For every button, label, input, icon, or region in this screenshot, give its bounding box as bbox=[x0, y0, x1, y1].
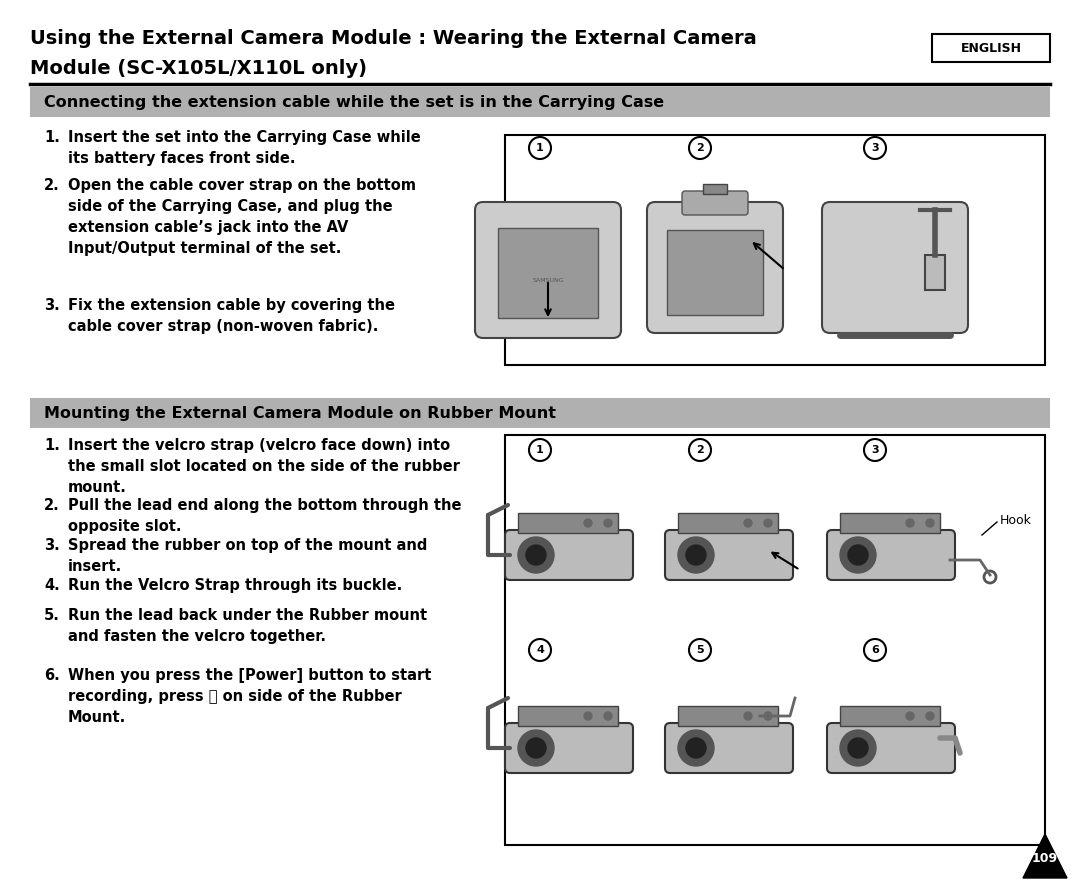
FancyBboxPatch shape bbox=[681, 191, 748, 215]
Text: Spread the rubber on top of the mount and
insert.: Spread the rubber on top of the mount an… bbox=[68, 538, 428, 574]
Text: 1.: 1. bbox=[44, 438, 59, 453]
Bar bbox=[30, 87, 1050, 117]
Bar bbox=[678, 706, 778, 726]
Text: ENGLISH: ENGLISH bbox=[960, 41, 1022, 55]
Text: 1: 1 bbox=[536, 143, 544, 153]
Text: Open the cable cover strap on the bottom
side of the Carrying Case, and plug the: Open the cable cover strap on the bottom… bbox=[68, 178, 416, 256]
Text: Mounting the External Camera Module on Rubber Mount: Mounting the External Camera Module on R… bbox=[44, 406, 556, 421]
Bar bbox=[518, 513, 618, 533]
Bar bbox=[30, 398, 1050, 428]
Text: SAMSUNG: SAMSUNG bbox=[532, 277, 564, 282]
Circle shape bbox=[764, 712, 772, 720]
Bar bbox=[505, 135, 1045, 365]
Circle shape bbox=[584, 712, 592, 720]
Circle shape bbox=[604, 519, 612, 527]
Text: 109: 109 bbox=[1031, 852, 1058, 864]
Circle shape bbox=[906, 519, 914, 527]
Circle shape bbox=[840, 730, 876, 766]
Polygon shape bbox=[1023, 834, 1067, 878]
Text: When you press the [Power] button to start
recording, press ⓒ on side of the Rub: When you press the [Power] button to sta… bbox=[68, 668, 431, 725]
Circle shape bbox=[906, 712, 914, 720]
Text: Fix the extension cable by covering the
cable cover strap (non-woven fabric).: Fix the extension cable by covering the … bbox=[68, 298, 395, 334]
FancyBboxPatch shape bbox=[505, 723, 633, 773]
Text: Pull the lead end along the bottom through the
opposite slot.: Pull the lead end along the bottom throu… bbox=[68, 498, 461, 534]
Text: Module (SC-X105L/X110L only): Module (SC-X105L/X110L only) bbox=[30, 58, 367, 77]
Circle shape bbox=[764, 519, 772, 527]
Circle shape bbox=[678, 730, 714, 766]
Text: 4: 4 bbox=[536, 645, 544, 655]
Bar bbox=[932, 34, 1050, 62]
FancyBboxPatch shape bbox=[475, 202, 621, 338]
Circle shape bbox=[526, 738, 546, 758]
FancyBboxPatch shape bbox=[505, 530, 633, 580]
Text: 5.: 5. bbox=[44, 608, 59, 623]
Bar bbox=[703, 184, 727, 194]
Bar bbox=[498, 228, 598, 318]
Text: Using the External Camera Module : Wearing the External Camera: Using the External Camera Module : Weari… bbox=[30, 28, 757, 48]
Text: 2: 2 bbox=[697, 445, 704, 455]
Bar bbox=[505, 435, 1045, 845]
Bar bbox=[518, 706, 618, 726]
Text: 5: 5 bbox=[697, 645, 704, 655]
Text: 3: 3 bbox=[872, 143, 879, 153]
Circle shape bbox=[686, 738, 706, 758]
Circle shape bbox=[526, 545, 546, 565]
Text: Insert the velcro strap (velcro face down) into
the small slot located on the si: Insert the velcro strap (velcro face dow… bbox=[68, 438, 460, 495]
Text: Run the Velcro Strap through its buckle.: Run the Velcro Strap through its buckle. bbox=[68, 578, 402, 593]
Circle shape bbox=[518, 730, 554, 766]
Text: 3: 3 bbox=[872, 445, 879, 455]
Text: 1: 1 bbox=[536, 445, 544, 455]
Circle shape bbox=[926, 519, 934, 527]
Circle shape bbox=[840, 537, 876, 573]
Bar bbox=[840, 513, 940, 533]
Circle shape bbox=[848, 738, 868, 758]
FancyBboxPatch shape bbox=[827, 723, 955, 773]
Text: Run the lead back under the Rubber mount
and fasten the velcro together.: Run the lead back under the Rubber mount… bbox=[68, 608, 427, 644]
Bar bbox=[678, 513, 778, 533]
Text: 4.: 4. bbox=[44, 578, 59, 593]
Text: 2: 2 bbox=[697, 143, 704, 153]
Text: 3.: 3. bbox=[44, 298, 59, 313]
Text: 2.: 2. bbox=[44, 498, 59, 513]
Text: 6: 6 bbox=[872, 645, 879, 655]
Circle shape bbox=[604, 712, 612, 720]
Text: Insert the set into the Carrying Case while
its battery faces front side.: Insert the set into the Carrying Case wh… bbox=[68, 130, 421, 166]
Bar bbox=[667, 230, 762, 315]
Circle shape bbox=[744, 519, 752, 527]
Bar bbox=[840, 706, 940, 726]
Text: 3.: 3. bbox=[44, 538, 59, 553]
Circle shape bbox=[686, 545, 706, 565]
FancyBboxPatch shape bbox=[827, 530, 955, 580]
FancyBboxPatch shape bbox=[822, 202, 968, 333]
Circle shape bbox=[926, 712, 934, 720]
Bar bbox=[924, 255, 945, 290]
Text: Connecting the extension cable while the set is in the Carrying Case: Connecting the extension cable while the… bbox=[44, 94, 664, 109]
FancyBboxPatch shape bbox=[647, 202, 783, 333]
FancyBboxPatch shape bbox=[665, 530, 793, 580]
Text: 6.: 6. bbox=[44, 668, 59, 683]
FancyBboxPatch shape bbox=[665, 723, 793, 773]
Circle shape bbox=[518, 537, 554, 573]
Circle shape bbox=[848, 545, 868, 565]
Circle shape bbox=[678, 537, 714, 573]
Circle shape bbox=[584, 519, 592, 527]
Circle shape bbox=[744, 712, 752, 720]
Text: Hook: Hook bbox=[1000, 514, 1031, 526]
Text: 1.: 1. bbox=[44, 130, 59, 145]
Text: 2.: 2. bbox=[44, 178, 59, 193]
